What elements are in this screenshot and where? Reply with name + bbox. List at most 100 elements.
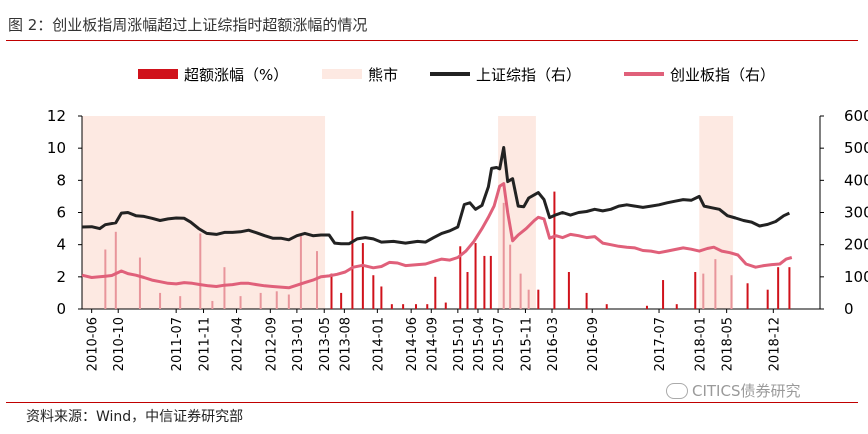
axes: [78, 115, 824, 313]
excess-bar-2: [138, 257, 141, 309]
x-tick-label-11: 2014-09: [425, 317, 440, 371]
excess-bar-27: [466, 272, 469, 309]
excess-bar-22: [414, 304, 417, 309]
excess-bar-50: [788, 267, 791, 309]
legend-label-chinext: 创业板指（右）: [670, 66, 775, 84]
excess-bar-30: [489, 255, 492, 309]
legend-label-excess: 超额涨幅（%）: [184, 66, 288, 84]
legend-swatch-excess: [138, 69, 178, 79]
excess-bar-5: [199, 233, 202, 309]
excess-bar-38: [585, 292, 588, 309]
right-tick-label-2: 200: [844, 236, 868, 254]
excess-bar-49: [777, 267, 780, 309]
excess-bar-48: [766, 289, 769, 309]
left-tick-label-0: 0: [56, 300, 66, 318]
x-tick-label-7: 2013-05: [318, 317, 333, 371]
right-tick-label-1: 100: [844, 268, 868, 286]
excess-bar-29: [483, 255, 486, 309]
excess-bar-18: [372, 275, 375, 309]
excess-bar-3: [159, 292, 162, 309]
source-note: 资料来源：Wind，中信证券研究部: [26, 409, 244, 425]
right-tick-label-3: 300: [844, 204, 868, 222]
excess-bar-12: [299, 235, 302, 309]
excess-bar-8: [239, 296, 242, 309]
excess-bar-39: [605, 304, 608, 309]
excess-bar-36: [553, 191, 556, 309]
excess-bar-1: [114, 231, 117, 309]
excess-bar-40: [645, 305, 648, 309]
x-tick-label-8: 2013-08: [338, 317, 353, 371]
excess-bar-19: [380, 286, 383, 309]
right-tick-label-4: 400: [844, 171, 868, 189]
excess-bar-28: [474, 243, 477, 309]
figure-title: 图 2：创业板指周涨幅超过上证综指时超额涨幅的情况: [8, 16, 368, 34]
x-tick-label-10: 2014-06: [405, 317, 420, 371]
watermark-text: CITICS债券研究: [692, 382, 801, 400]
excess-return-bars: [104, 191, 791, 309]
excess-bar-46: [730, 275, 733, 309]
x-tick-label-19: 2018-01: [693, 317, 708, 371]
x-tick-label-3: 2011-11: [198, 317, 213, 371]
left-tick-label-6: 12: [47, 107, 66, 125]
excess-bar-20: [390, 304, 393, 309]
excess-bar-10: [275, 291, 278, 309]
excess-bar-11: [287, 294, 290, 309]
excess-bar-25: [444, 302, 447, 309]
excess-bar-21: [402, 304, 405, 309]
x-tick-label-2: 2011-07: [170, 317, 185, 371]
x-tick-label-20: 2018-05: [721, 317, 736, 371]
excess-bar-45: [714, 259, 717, 309]
excess-bar-41: [662, 280, 665, 309]
x-tick-label-9: 2014-01: [371, 317, 386, 371]
x-tick-label-21: 2018-12: [767, 317, 782, 371]
wechat-icon: [666, 382, 688, 399]
x-tick-label-15: 2015-11: [519, 317, 534, 371]
excess-bar-24: [434, 276, 437, 309]
excess-bar-9: [259, 292, 262, 309]
legend-swatch-bear: [322, 69, 362, 79]
tick-labels: 0 2 4 6 8 10 12 0 100 200 300 400 500 600 2010-06 2010-…: [47, 107, 868, 371]
index-lines: [81, 146, 793, 290]
x-tick-label-14: 2015-07: [492, 317, 507, 371]
excess-bar-7: [223, 267, 226, 309]
x-tick-label-0: 2010-06: [86, 317, 101, 371]
excess-bar-4: [179, 296, 182, 309]
excess-bar-47: [746, 283, 749, 309]
x-tick-label-13: 2015-04: [472, 317, 487, 371]
legend-label-bear: 熊市: [368, 66, 398, 84]
source-rule: [6, 402, 858, 403]
x-tick-label-5: 2012-09: [264, 317, 279, 371]
x-tick-label-12: 2015-01: [452, 317, 467, 371]
x-tick-label-18: 2017-07: [653, 317, 668, 371]
excess-bar-32: [509, 244, 512, 309]
excess-bar-42: [675, 304, 678, 309]
excess-bar-35: [537, 289, 540, 309]
right-tick-label-5: 500: [844, 139, 868, 157]
excess-bar-15: [340, 292, 343, 309]
excess-bar-33: [519, 273, 522, 309]
watermark: CITICS债券研究: [666, 380, 800, 401]
excess-bar-14: [330, 273, 333, 309]
legend: 超额涨幅（%） 熊市 上证综指（右） 创业板指（右）: [138, 66, 775, 84]
right-tick-label-6: 600: [844, 107, 868, 125]
title-rule: [6, 40, 858, 41]
bear-market-shading: [82, 116, 734, 309]
left-tick-label-4: 8: [56, 171, 66, 189]
excess-bar-0: [104, 249, 107, 309]
excess-bar-16: [351, 210, 354, 309]
excess-bar-43: [694, 272, 697, 309]
excess-bar-37: [567, 272, 570, 309]
left-tick-label-5: 10: [47, 139, 66, 157]
x-tick-label-6: 2013-01: [291, 317, 306, 371]
legend-label-shanghai: 上证综指（右）: [476, 66, 581, 84]
x-tick-label-17: 2016-09: [586, 317, 601, 371]
line-chinext: [81, 182, 793, 290]
excess-bar-26: [459, 246, 462, 309]
left-tick-label-2: 4: [56, 236, 66, 254]
left-tick-label-1: 2: [56, 268, 66, 286]
line-shanghai: [81, 146, 791, 246]
x-tick-label-1: 2010-10: [112, 317, 127, 371]
excess-bar-31: [502, 202, 505, 309]
x-tick-label-16: 2016-03: [546, 317, 561, 371]
